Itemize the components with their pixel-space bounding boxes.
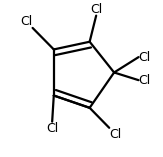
Text: Cl: Cl — [139, 74, 151, 87]
Text: Cl: Cl — [139, 51, 151, 64]
Text: Cl: Cl — [109, 128, 121, 141]
Text: Cl: Cl — [46, 122, 58, 135]
Text: Cl: Cl — [90, 3, 102, 16]
Text: Cl: Cl — [20, 15, 33, 28]
